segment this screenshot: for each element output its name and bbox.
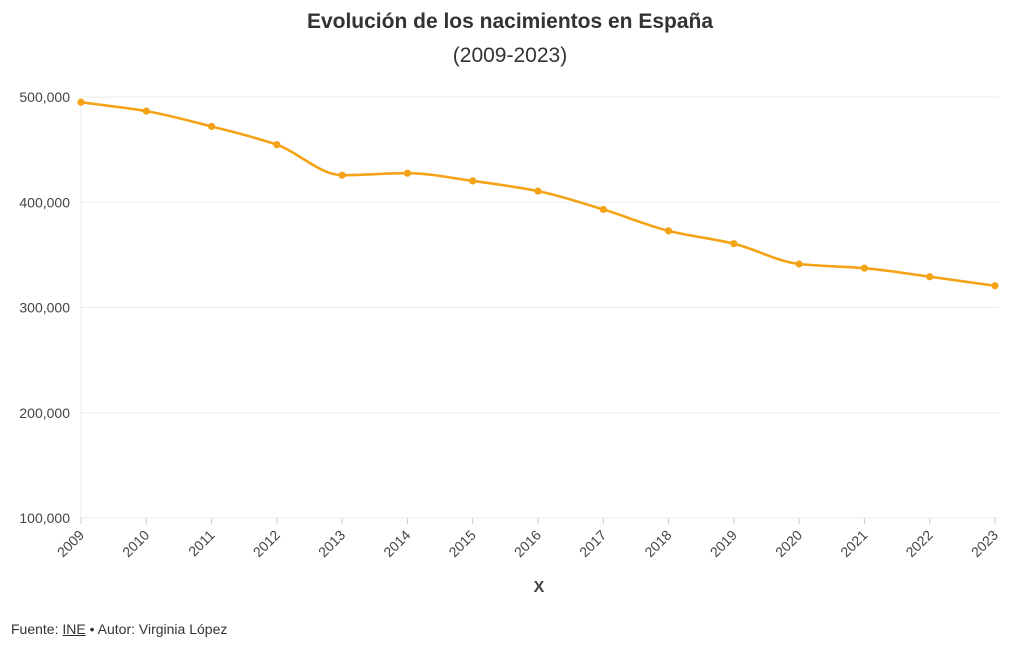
source-prefix: Fuente: bbox=[11, 621, 63, 637]
data-point-2023[interactable] bbox=[991, 282, 999, 290]
y-tick-label: 300,000 bbox=[19, 300, 70, 316]
x-axis-title: X bbox=[534, 579, 545, 596]
data-point-2021[interactable] bbox=[860, 264, 869, 272]
x-tick-label: 2016 bbox=[511, 527, 544, 560]
data-point-2018[interactable] bbox=[664, 227, 673, 235]
x-tick-label: 2020 bbox=[772, 527, 805, 560]
data-point-2020[interactable] bbox=[795, 260, 803, 268]
data-point-2011[interactable] bbox=[207, 122, 216, 131]
data-point-2022[interactable] bbox=[926, 273, 934, 281]
x-tick-label: 2012 bbox=[250, 527, 283, 560]
x-tick-label: 2021 bbox=[837, 527, 870, 560]
footer: Fuente: INE • Autor: Virginia López bbox=[11, 621, 227, 637]
x-tick-label: 2023 bbox=[968, 527, 1001, 560]
grid-lines bbox=[80, 96, 999, 519]
source-link[interactable]: INE bbox=[62, 621, 86, 637]
data-point-2012[interactable] bbox=[273, 141, 281, 149]
x-tick-label: 2018 bbox=[641, 527, 674, 560]
y-tick-label: 500,000 bbox=[19, 89, 70, 105]
x-tick-label: 2017 bbox=[576, 527, 609, 560]
data-point-2014[interactable] bbox=[403, 169, 412, 177]
x-tick-label: 2010 bbox=[119, 527, 152, 560]
data-point-2019[interactable] bbox=[730, 240, 738, 248]
x-tick-label: 2015 bbox=[445, 527, 478, 560]
footer-separator: • bbox=[85, 621, 98, 637]
x-tick-label: 2022 bbox=[902, 527, 935, 560]
x-tick-label: 2009 bbox=[54, 527, 87, 560]
data-point-2009[interactable] bbox=[77, 98, 85, 106]
x-tick-label: 2011 bbox=[185, 527, 218, 560]
data-points bbox=[77, 98, 999, 290]
y-tick-label: 200,000 bbox=[19, 405, 70, 421]
data-point-2015[interactable] bbox=[469, 177, 477, 185]
y-tick-label: 100,000 bbox=[19, 510, 70, 526]
x-axis-ticks: 2009 2010 2011 2012 2013 2014 2015 2016 2017 2018… bbox=[54, 518, 1001, 560]
chart-subtitle: (2009-2023) bbox=[452, 44, 568, 67]
x-tick-label: 2013 bbox=[315, 527, 348, 560]
y-axis-ticks: 100,000 200,000 300,000 400,000 500,000 bbox=[19, 89, 70, 526]
data-point-2010[interactable] bbox=[142, 107, 150, 115]
chart-title: Evolución de los nacimientos en España bbox=[306, 10, 714, 33]
data-point-2013[interactable] bbox=[338, 171, 346, 179]
x-tick-label: 2019 bbox=[707, 527, 740, 560]
author: Autor: Virginia López bbox=[97, 621, 228, 637]
data-point-2016[interactable] bbox=[534, 187, 542, 195]
line-chart: 100,000 200,000 300,000 400,000 500,000 2009… bbox=[19, 89, 1001, 596]
y-tick-label: 400,000 bbox=[19, 194, 70, 210]
x-tick-label: 2014 bbox=[380, 527, 413, 560]
data-point-2017[interactable] bbox=[599, 205, 607, 214]
